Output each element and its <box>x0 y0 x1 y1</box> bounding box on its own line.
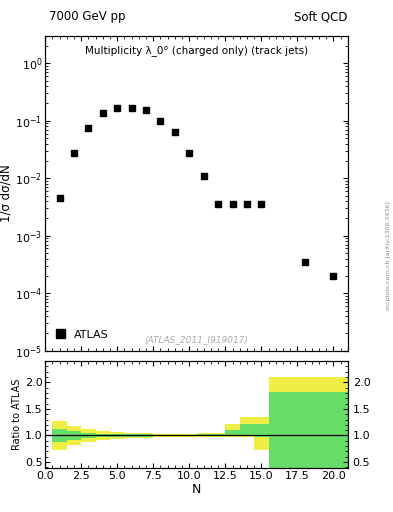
Text: 7000 GeV pp: 7000 GeV pp <box>49 10 126 23</box>
Text: mcplots.cern.ch [arXiv:1306.3436]: mcplots.cern.ch [arXiv:1306.3436] <box>386 202 391 310</box>
Y-axis label: 1/σ dσ/dN: 1/σ dσ/dN <box>0 164 12 222</box>
X-axis label: N: N <box>192 483 201 496</box>
Legend: ATLAS: ATLAS <box>51 324 114 345</box>
Text: (ATLAS_2011_I919017): (ATLAS_2011_I919017) <box>145 335 248 345</box>
Y-axis label: Ratio to ATLAS: Ratio to ATLAS <box>12 379 22 451</box>
Text: Multiplicity λ_0° (charged only) (track jets): Multiplicity λ_0° (charged only) (track … <box>85 45 308 56</box>
Text: Soft QCD: Soft QCD <box>294 10 348 23</box>
